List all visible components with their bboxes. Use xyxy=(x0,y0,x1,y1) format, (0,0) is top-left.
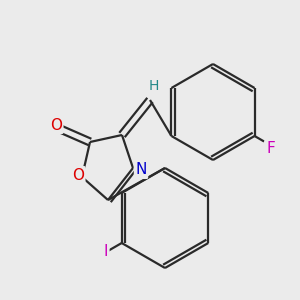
Text: I: I xyxy=(103,244,108,259)
Text: O: O xyxy=(50,118,62,133)
Text: O: O xyxy=(72,167,84,182)
Text: F: F xyxy=(266,140,275,155)
Text: N: N xyxy=(135,163,147,178)
Text: H: H xyxy=(149,79,159,93)
